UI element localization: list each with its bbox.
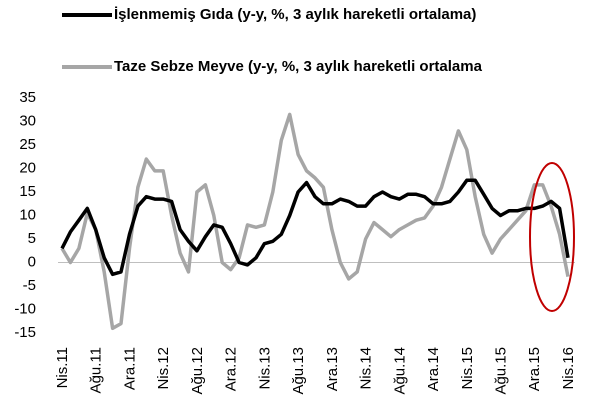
y-tick-label: -15 <box>14 324 36 341</box>
y-tick-label: 25 <box>19 136 36 153</box>
y-tick-label: 35 <box>19 89 36 106</box>
y-tick-label: 10 <box>19 206 36 223</box>
x-tick-label: Ağu.15 <box>493 347 510 395</box>
y-tick-label: 20 <box>19 159 36 176</box>
y-tick-label: -10 <box>14 300 36 317</box>
series-line <box>60 112 570 331</box>
x-tick-label: Ağu.12 <box>189 347 206 395</box>
series-line <box>60 178 570 277</box>
y-tick-label: 0 <box>28 253 36 270</box>
x-tick-label: Ara.12 <box>223 347 240 391</box>
x-tick-label: Nis.13 <box>256 347 273 390</box>
legend: İşlenmemiş Gıda (y-y, %, 3 aylık hareket… <box>62 6 483 75</box>
x-tick-label: Ağu.11 <box>88 347 105 393</box>
x-tick-label: Nis.12 <box>155 347 172 390</box>
y-tick-label: 5 <box>28 230 36 247</box>
x-tick-label: Ağu.14 <box>391 347 408 395</box>
highlight-ellipse <box>529 162 575 312</box>
legend-label: İşlenmemiş Gıda (y-y, %, 3 aylık hareket… <box>114 6 476 23</box>
x-tick-label: Nis.15 <box>459 347 476 390</box>
x-tick-label: Nis.16 <box>560 347 577 390</box>
x-tick-label: Nis.11 <box>54 347 71 388</box>
x-tick-label: Ağu.13 <box>290 347 307 395</box>
y-tick-label: 30 <box>19 112 36 129</box>
x-tick-label: Ara.15 <box>526 347 543 391</box>
x-tick-label: Nis.14 <box>358 347 375 390</box>
x-tick-label: Ara.11 <box>121 347 138 390</box>
legend-label: Taze Sebze Meyve (y-y, %, 3 aylık hareke… <box>114 58 483 75</box>
y-tick-label: -5 <box>23 277 36 294</box>
y-tick-label: 15 <box>19 183 36 200</box>
x-tick-label: Ara.14 <box>425 347 442 391</box>
x-tick-label: Ara.13 <box>324 347 341 391</box>
